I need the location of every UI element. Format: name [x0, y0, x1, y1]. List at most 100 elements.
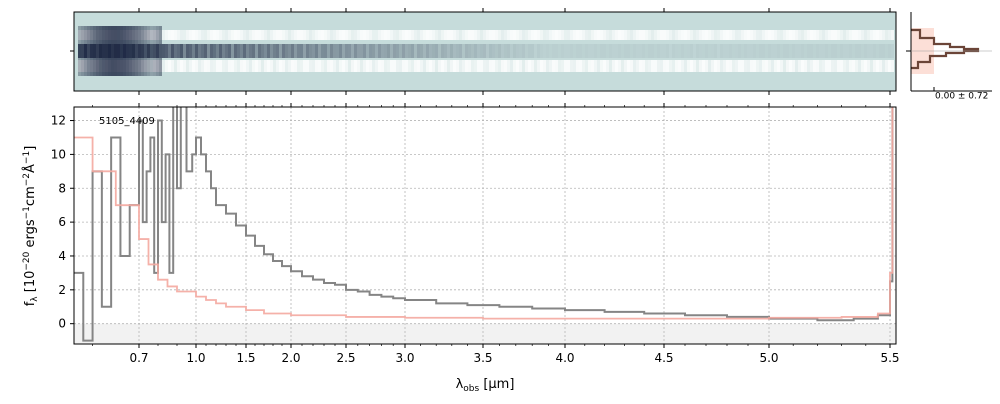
trace-lower [486, 60, 489, 72]
trace-core [387, 44, 390, 58]
trace-lower [336, 60, 339, 72]
x-tick-label: 0.7 [129, 351, 148, 365]
trace-core [495, 44, 498, 58]
trace-core [399, 44, 402, 58]
trace-lower [285, 60, 288, 72]
trace-lower [153, 60, 156, 72]
trace-core [702, 44, 705, 58]
trace-upper [819, 30, 822, 40]
trace-lower [294, 60, 297, 72]
trace-core [861, 44, 864, 58]
trace-upper [594, 30, 597, 40]
trace-lower [849, 60, 852, 72]
trace-lower [813, 60, 816, 72]
trace-core [858, 44, 861, 58]
trace-lower [444, 60, 447, 72]
trace-core [723, 44, 726, 58]
trace-upper [573, 30, 576, 40]
trace-upper [885, 30, 888, 40]
trace-lower [675, 60, 678, 72]
trace-core [159, 44, 162, 58]
trace-lower [762, 60, 765, 72]
trace-core [510, 44, 513, 58]
trace-upper [288, 30, 291, 40]
trace-core [306, 44, 309, 58]
trace-core [267, 44, 270, 58]
trace-upper [351, 30, 354, 40]
trace-upper [744, 30, 747, 40]
trace-lower [657, 60, 660, 72]
trace-lower [825, 60, 828, 72]
series-group [74, 107, 894, 342]
trace-lower [891, 60, 894, 72]
trace-upper [489, 30, 492, 40]
trace-lower [507, 60, 510, 72]
trace-lower [879, 60, 882, 72]
trace-lower [159, 60, 162, 72]
trace-core [336, 44, 339, 58]
trace-lower [240, 60, 243, 72]
trace-upper [312, 30, 315, 40]
trace-noisy [120, 26, 123, 76]
trace-core [492, 44, 495, 58]
trace-lower [267, 60, 270, 72]
trace-upper [228, 30, 231, 40]
trace-lower [513, 60, 516, 72]
trace-upper [327, 30, 330, 40]
trace-upper [270, 30, 273, 40]
trace-lower [732, 60, 735, 72]
trace-lower [804, 60, 807, 72]
trace-lower [579, 60, 582, 72]
trace-core [690, 44, 693, 58]
trace-core [309, 44, 312, 58]
trace-core [768, 44, 771, 58]
trace-upper [462, 30, 465, 40]
trace-core [666, 44, 669, 58]
trace-lower [546, 60, 549, 72]
trace-core [345, 44, 348, 58]
trace-lower [720, 60, 723, 72]
trace-core [705, 44, 708, 58]
trace-upper [207, 30, 210, 40]
trace-upper [711, 30, 714, 40]
trace-lower [282, 60, 285, 72]
trace-lower [450, 60, 453, 72]
x-tick-label: 1.0 [186, 351, 205, 365]
trace-core [789, 44, 792, 58]
trace-noisy [150, 26, 153, 76]
trace-upper [834, 30, 837, 40]
trace-core [621, 44, 624, 58]
trace-lower [297, 60, 300, 72]
trace-core [624, 44, 627, 58]
trace-upper [216, 30, 219, 40]
trace-upper [219, 30, 222, 40]
trace-core [882, 44, 885, 58]
trace-lower [816, 60, 819, 72]
trace-lower [708, 60, 711, 72]
trace-lower [663, 60, 666, 72]
trace-upper [567, 30, 570, 40]
trace-lower [249, 60, 252, 72]
trace-upper [189, 30, 192, 40]
trace-lower [288, 60, 291, 72]
trace-core [189, 44, 192, 58]
trace-lower [303, 60, 306, 72]
trace-noisy [111, 26, 114, 76]
trace-upper [171, 30, 174, 40]
trace-upper [720, 30, 723, 40]
trace-core [867, 44, 870, 58]
trace-core [852, 44, 855, 58]
trace-lower [519, 60, 522, 72]
trace-core [888, 44, 891, 58]
trace-upper [660, 30, 663, 40]
trace-core [375, 44, 378, 58]
trace-upper [198, 30, 201, 40]
trace-core [327, 44, 330, 58]
trace-core [630, 44, 633, 58]
trace-upper [822, 30, 825, 40]
x-tick-label: 2.0 [281, 351, 300, 365]
trace-lower [465, 60, 468, 72]
trace-core [681, 44, 684, 58]
trace-lower [588, 60, 591, 72]
